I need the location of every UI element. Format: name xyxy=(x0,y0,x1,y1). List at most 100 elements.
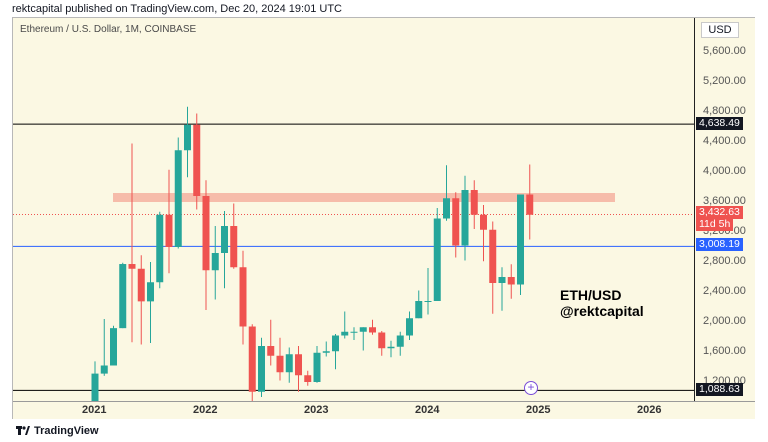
candle-body xyxy=(304,375,312,382)
chart-frame xyxy=(12,17,755,419)
candle-body xyxy=(470,190,478,215)
candle-2023-10[interactable] xyxy=(396,331,404,356)
resistance-price-badge: 4,638.49 xyxy=(696,117,743,130)
candle-2021-06[interactable] xyxy=(137,255,145,345)
candle-body xyxy=(193,124,201,196)
chart-plot-area[interactable] xyxy=(13,18,694,401)
candle-2022-05[interactable] xyxy=(239,250,247,345)
candle-2024-05[interactable] xyxy=(461,175,469,261)
candle-body xyxy=(174,150,182,247)
candle-2022-09[interactable] xyxy=(276,337,284,381)
candle-body xyxy=(369,327,376,333)
candle-body xyxy=(221,226,228,253)
candle-2022-03[interactable] xyxy=(221,211,228,289)
candle-2024-08[interactable] xyxy=(489,221,497,314)
candle-2021-04[interactable] xyxy=(119,262,127,329)
candle-2024-09[interactable] xyxy=(498,267,506,311)
candle-2021-10[interactable] xyxy=(174,137,182,249)
x-tick-label: 2021 xyxy=(82,404,107,416)
candle-2024-11[interactable] xyxy=(517,194,524,296)
candle-2022-02[interactable] xyxy=(211,226,219,300)
candle-2022-11[interactable] xyxy=(295,346,302,392)
candle-2024-02[interactable] xyxy=(433,208,441,301)
candle-2021-01[interactable] xyxy=(91,361,99,401)
currency-label[interactable]: USD xyxy=(701,22,739,38)
candle-body xyxy=(137,268,145,302)
candle-body xyxy=(313,352,321,382)
candle-2024-01[interactable] xyxy=(424,268,432,315)
current-price-badge: 3,432.63 xyxy=(696,206,743,219)
plus-circle-icon[interactable]: + xyxy=(524,381,538,395)
candle-2023-04[interactable] xyxy=(341,311,349,339)
candle-body xyxy=(498,277,506,283)
candle-2023-08[interactable] xyxy=(378,331,386,356)
candle-body xyxy=(341,331,349,336)
candle-body xyxy=(147,282,154,302)
candle-2022-12[interactable] xyxy=(304,370,312,386)
y-tick-label: 5,600.00 xyxy=(703,45,746,57)
candle-body xyxy=(507,277,515,285)
candle-2021-08[interactable] xyxy=(156,211,164,289)
candle-2023-05[interactable] xyxy=(350,327,358,340)
candle-2024-07[interactable] xyxy=(480,205,487,262)
x-tick-label: 2024 xyxy=(415,404,440,416)
candle-body xyxy=(119,264,127,329)
y-tick-label: 4,800.00 xyxy=(703,105,746,117)
candle-2021-11[interactable] xyxy=(184,106,191,178)
candle-2021-02[interactable] xyxy=(100,319,108,376)
candle-body xyxy=(517,194,524,285)
candle-2022-10[interactable] xyxy=(285,347,293,383)
candle-2023-12[interactable] xyxy=(415,290,423,319)
candle-2024-12[interactable] xyxy=(526,164,534,240)
candle-2023-03[interactable] xyxy=(332,334,339,370)
candle-body xyxy=(350,331,358,333)
candle-body xyxy=(248,326,256,392)
candle-2022-06[interactable] xyxy=(248,324,256,401)
candle-body xyxy=(258,346,265,392)
candle-2021-03[interactable] xyxy=(110,325,117,366)
candle-body xyxy=(359,327,367,332)
candle-2022-04[interactable] xyxy=(230,203,238,269)
resistance-zone xyxy=(113,193,615,202)
candle-2022-01[interactable] xyxy=(202,180,210,310)
candle-2023-01[interactable] xyxy=(313,346,321,383)
x-tick-label: 2023 xyxy=(304,404,329,416)
candle-2024-06[interactable] xyxy=(470,180,478,229)
candle-2024-04[interactable] xyxy=(452,192,460,258)
candle-2021-12[interactable] xyxy=(193,113,201,210)
candle-body xyxy=(452,198,460,246)
annotation-pair: ETH/USD xyxy=(560,287,622,303)
candle-body xyxy=(443,198,450,219)
candle-2023-09[interactable] xyxy=(387,340,395,358)
y-tick-label: 2,000.00 xyxy=(703,315,746,327)
candle-body xyxy=(406,318,413,336)
candle-body xyxy=(285,354,293,373)
chart-symbol-title: Ethereum / U.S. Dollar, 1M, COINBASE xyxy=(20,24,197,35)
candle-2021-05[interactable] xyxy=(128,143,136,343)
candle-body xyxy=(267,346,275,356)
candle-body xyxy=(424,301,432,302)
candle-2024-03[interactable] xyxy=(443,165,450,221)
candle-2022-08[interactable] xyxy=(267,319,275,366)
y-tick-label: 4,400.00 xyxy=(703,135,746,147)
x-tick-label: 2026 xyxy=(637,404,662,416)
candle-body xyxy=(526,194,534,215)
candle-2023-06[interactable] xyxy=(359,327,367,351)
candle-2023-02[interactable] xyxy=(322,341,330,357)
y-tick-label: 1,600.00 xyxy=(703,345,746,357)
candle-2021-07[interactable] xyxy=(147,262,154,343)
publication-header: rektcapital published on TradingView.com… xyxy=(12,3,342,15)
candle-2022-07[interactable] xyxy=(258,337,265,397)
candle-body xyxy=(110,328,117,366)
candle-2021-09[interactable] xyxy=(165,169,173,274)
candle-body xyxy=(489,229,497,283)
candle-2024-10[interactable] xyxy=(507,264,515,299)
candle-body xyxy=(332,335,339,352)
candle-body xyxy=(387,346,395,349)
candle-2023-07[interactable] xyxy=(369,319,376,335)
candle-body xyxy=(480,214,487,230)
candle-body xyxy=(202,196,210,271)
time-axis[interactable] xyxy=(13,401,755,419)
candle-2023-11[interactable] xyxy=(406,311,413,341)
tradingview-footer[interactable]: TradingView xyxy=(16,425,99,437)
